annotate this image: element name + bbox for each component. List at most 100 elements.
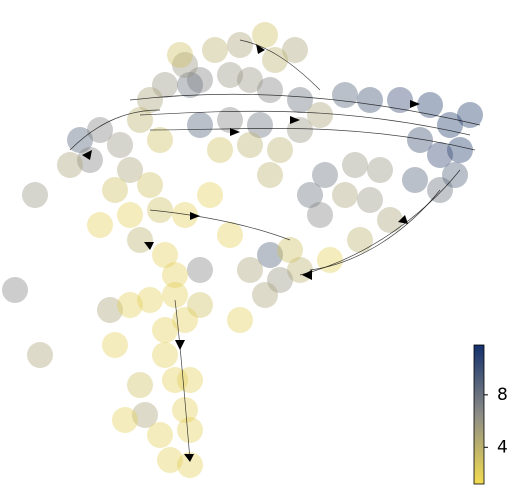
point [312,162,338,188]
point [217,222,243,248]
point [177,417,203,443]
streamline [174,299,191,461]
colorbar-tick-label: 8 [497,385,508,405]
point [102,332,128,358]
point [172,307,198,333]
colorbar [473,344,485,485]
point [297,182,323,208]
arrow [230,128,240,136]
point [137,287,163,313]
point [237,257,263,283]
point [177,367,203,393]
point [202,37,228,63]
point [162,262,188,288]
point [307,202,333,228]
point [97,297,123,323]
point [357,87,383,113]
point [252,282,278,308]
point [112,407,138,433]
point [137,87,163,113]
streamline [309,189,441,271]
point [187,257,213,283]
point [127,107,153,133]
point [377,207,403,233]
point [87,212,113,238]
point [257,162,283,188]
point [162,367,188,393]
point [217,107,243,133]
point [177,72,203,98]
point [102,177,128,203]
point [417,92,443,118]
point [227,32,253,58]
point [262,47,288,73]
arrow [290,116,300,124]
point [152,317,178,343]
point [172,202,198,228]
arrow [82,150,92,160]
point [152,342,178,368]
point [357,187,383,213]
point [367,157,393,183]
point [307,102,333,128]
point [282,37,308,63]
point [167,42,193,68]
arrow [190,212,200,220]
point [152,72,178,98]
point [117,292,143,318]
point [187,112,213,138]
point [147,127,173,153]
point [87,117,113,143]
arrow [410,100,420,108]
point [287,87,313,113]
streamline [239,39,321,91]
streamline [69,109,161,151]
point [137,172,163,198]
point [437,112,463,138]
point [347,227,373,253]
streamlines [69,39,481,462]
point [117,157,143,183]
point [172,52,198,78]
streamline [149,209,291,241]
point [107,132,133,158]
streamline [129,93,481,126]
point [267,267,293,293]
point [152,242,178,268]
point [57,152,83,178]
streamline [299,169,461,276]
point [2,277,28,303]
points [2,22,483,478]
point [127,372,153,398]
arrow [175,340,185,350]
point [257,77,283,103]
point [402,167,428,193]
point [387,87,413,113]
point [287,117,313,143]
point [162,282,188,308]
point [157,447,183,473]
point [237,132,263,158]
point [227,307,253,333]
point [177,452,203,478]
point [172,397,198,423]
point [247,112,273,138]
point [427,142,453,168]
arrow [184,454,194,462]
streamline [139,110,471,136]
point [447,137,473,163]
point [317,247,343,273]
point [442,162,468,188]
point [147,197,173,223]
point [217,62,243,88]
streamline [149,128,476,151]
point [407,127,433,153]
point [197,182,223,208]
point [117,202,143,228]
point [22,182,48,208]
point [332,82,358,108]
point [332,182,358,208]
point [127,227,153,253]
point [187,67,213,93]
